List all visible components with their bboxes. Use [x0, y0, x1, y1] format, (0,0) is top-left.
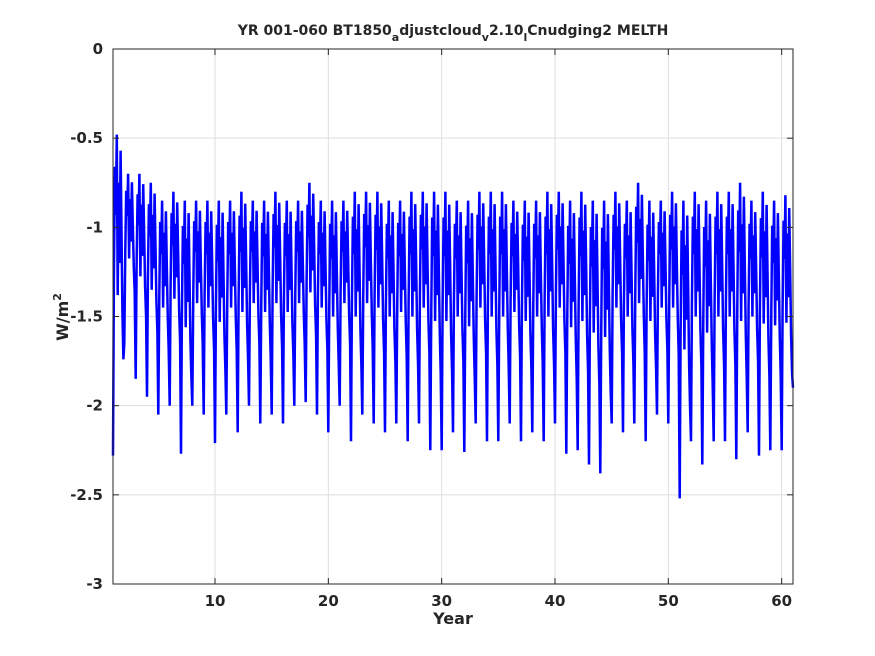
y-tick-label: 0: [93, 40, 103, 58]
y-tick-label: -2: [86, 397, 103, 415]
x-axis-label: Year: [432, 609, 473, 628]
plot-area: [111, 48, 795, 585]
y-axis-label-unit: W/m: [53, 301, 72, 341]
y-tick-label: -3: [86, 575, 103, 593]
title-part-4: Cnudging2 MELTH: [527, 23, 668, 39]
x-tick-label: 10: [205, 592, 226, 610]
y-tick-label: -2.5: [70, 486, 103, 504]
x-tick-label: 20: [318, 592, 339, 610]
title-main: YR 001-060 BT1850: [237, 23, 392, 39]
y-axis-ticks: 0 -0.5 -1 -1.5 -2 -2.5 -3: [70, 40, 793, 593]
x-tick-label: 40: [545, 592, 566, 610]
x-tick-label: 50: [658, 592, 679, 610]
y-tick-label: -1: [86, 218, 103, 236]
y-axis-label-exponent: 2: [51, 293, 64, 301]
series-layer: [111, 134, 795, 499]
x-tick-label: 60: [771, 592, 792, 610]
series-line-0: [111, 134, 795, 499]
title-part-3: 2.10: [489, 23, 524, 39]
y-tick-label: -0.5: [70, 129, 103, 147]
x-tick-label: 30: [431, 592, 452, 610]
chart-title: YR 001-060 BT1850adjustcloudv2.10lCnudgi…: [237, 23, 669, 44]
title-subscript-3: l: [523, 31, 527, 44]
y-tick-label: -1.5: [70, 308, 103, 326]
x-axis-ticks: 10 20 30 40 50 60: [205, 49, 792, 610]
title-subscript-1: a: [392, 31, 399, 44]
title-subscript-2: v: [482, 31, 490, 44]
title-part-2: djustcloud: [399, 23, 482, 39]
y-axis-label: W/m2: [51, 293, 72, 341]
